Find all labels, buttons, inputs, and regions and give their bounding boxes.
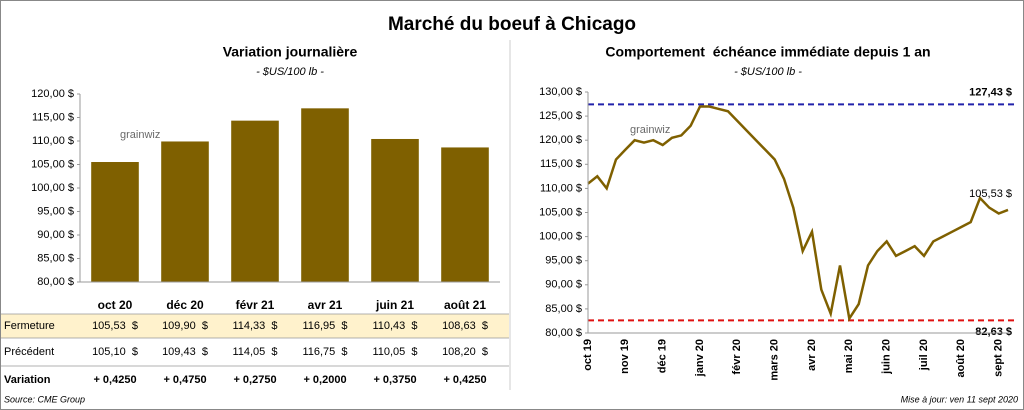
bar: [441, 147, 489, 282]
chart-subtitle: - $US/100 lb -: [734, 66, 802, 78]
y-tick-label: 120,00 $: [31, 88, 74, 100]
x-tick-label: mars 20: [769, 339, 781, 381]
y-tick-label: 120,00 $: [539, 134, 582, 146]
row-highlight: [1, 314, 509, 338]
x-tick-label: nov 19: [619, 339, 631, 374]
y-tick-label: 90,00 $: [37, 229, 74, 241]
update-note: Mise à jour: ven 11 sept 2020: [901, 394, 1018, 404]
y-tick-label: 125,00 $: [539, 110, 582, 122]
y-tick-label: 115,00 $: [32, 111, 74, 123]
table-cell: 105,53 $: [92, 320, 138, 332]
reference-label: 127,43 $: [969, 86, 1012, 98]
x-tick-label: janv 20: [694, 339, 706, 377]
row-label: Fermeture: [4, 320, 55, 332]
x-tick-label: juil 20: [918, 339, 930, 371]
bar: [231, 120, 279, 282]
table-cell: + 0,4750: [163, 374, 206, 386]
chart-title: Variation journalière: [223, 44, 358, 60]
y-tick-label: 130,00 $: [539, 86, 582, 98]
bar: [161, 141, 209, 282]
y-tick-label: 85,00 $: [545, 303, 582, 315]
chart-subtitle: - $US/100 lb -: [256, 66, 324, 78]
y-tick-label: 100,00 $: [539, 231, 582, 243]
table-cell: 114,05 $: [232, 346, 277, 358]
table-cell: 105,10 $: [92, 346, 138, 358]
bar: [371, 138, 419, 282]
watermark: grainwiz: [120, 129, 160, 141]
x-tick-label: août 20: [955, 339, 967, 378]
x-tick-label: juin 20: [881, 339, 893, 375]
row-label: Précédent: [4, 346, 54, 358]
x-tick-label: avr 20: [806, 339, 818, 371]
line-series: [587, 105, 1009, 322]
x-tick-label: déc 19: [657, 339, 669, 373]
table-cell: 110,43 $: [372, 320, 417, 332]
y-tick-label: 110,00 $: [32, 135, 74, 147]
page-title: Marché du boeuf à Chicago: [388, 14, 636, 35]
table-cell: + 0,2750: [233, 374, 276, 386]
table-cell: + 0,2000: [303, 374, 346, 386]
table-cell: 110,05 $: [372, 346, 417, 358]
table-cell: 109,90 $: [162, 320, 208, 332]
table-cell: 116,95 $: [302, 320, 347, 332]
y-tick-label: 115,00 $: [540, 158, 582, 170]
table-cell: 109,43 $: [162, 346, 208, 358]
y-tick-label: 95,00 $: [37, 205, 74, 217]
x-tick-label: août 21: [444, 298, 486, 312]
bar: [91, 162, 139, 282]
x-tick-label: févr 20: [731, 339, 743, 374]
y-tick-label: 100,00 $: [31, 182, 74, 194]
x-tick-label: févr 21: [236, 298, 275, 312]
x-tick-label: mai 20: [843, 339, 855, 373]
table-cell: + 0,4250: [93, 374, 136, 386]
row-label: Variation: [4, 374, 51, 386]
y-tick-label: 80,00 $: [37, 276, 74, 288]
y-tick-label: 90,00 $: [545, 279, 582, 291]
table-cell: 116,75 $: [302, 346, 347, 358]
reference-label: 82,63 $: [975, 326, 1012, 338]
y-tick-label: 85,00 $: [37, 252, 74, 264]
source: Source: CME Group: [4, 394, 85, 404]
x-tick-label: sept 20: [993, 339, 1005, 377]
x-tick-label: juin 21: [375, 298, 414, 312]
x-tick-label: oct 19: [582, 339, 594, 371]
y-tick-label: 95,00 $: [545, 255, 582, 267]
data-label: 105,53 $: [969, 188, 1012, 200]
bar: [301, 108, 349, 283]
table-cell: + 0,4250: [443, 374, 486, 386]
y-tick-label: 80,00 $: [545, 327, 582, 339]
chart-title: Comportement échéance immédiate depuis 1…: [605, 44, 930, 60]
y-tick-label: 110,00 $: [540, 182, 582, 194]
x-tick-label: oct 20: [98, 298, 133, 312]
table-cell: + 0,3750: [373, 374, 416, 386]
x-tick-label: déc 20: [166, 298, 204, 312]
table-cell: 114,33 $: [232, 320, 277, 332]
table-cell: 108,20 $: [442, 346, 488, 358]
x-tick-label: avr 21: [308, 298, 343, 312]
watermark: grainwiz: [630, 124, 670, 136]
y-tick-label: 105,00 $: [539, 206, 582, 218]
y-tick-label: 105,00 $: [31, 158, 74, 170]
table-cell: 108,63 $: [442, 320, 488, 332]
